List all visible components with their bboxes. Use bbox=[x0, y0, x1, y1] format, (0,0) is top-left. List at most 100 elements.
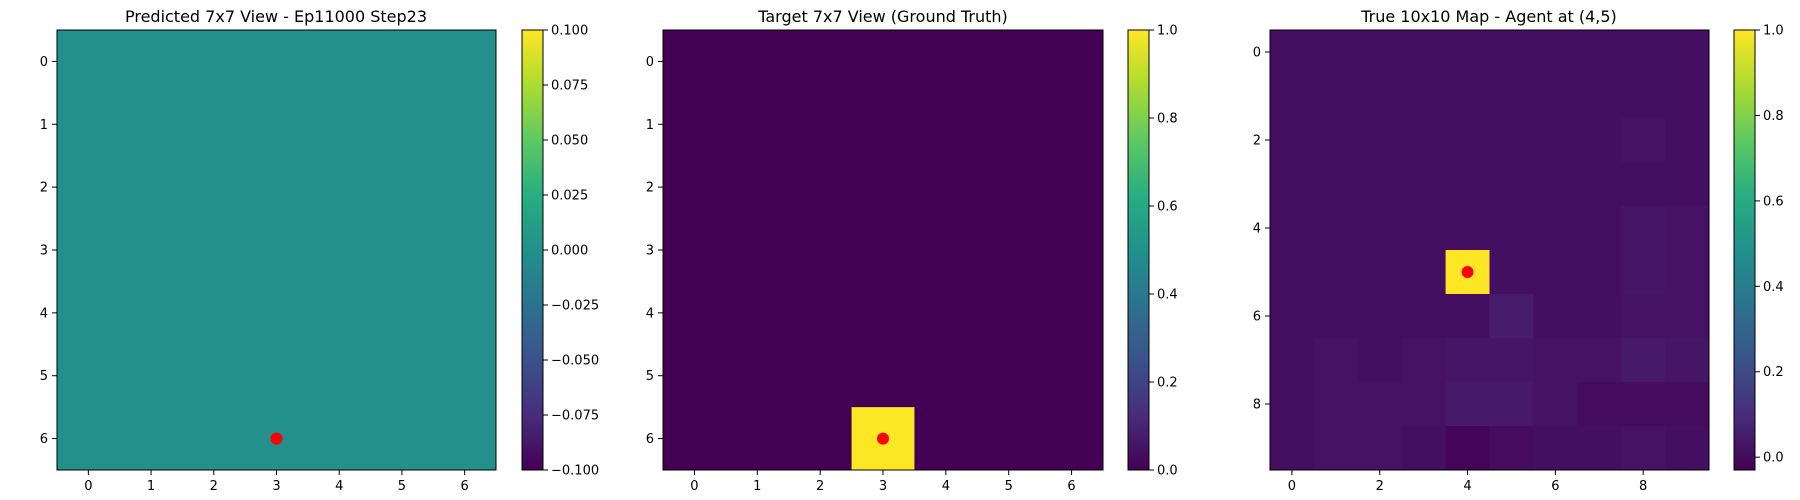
y-tick-label: 2 bbox=[1253, 134, 1261, 149]
heatmap-cell bbox=[57, 92, 121, 157]
colorbar-tick-label: −0.100 bbox=[551, 464, 599, 479]
heatmap-cell bbox=[1040, 30, 1104, 94]
heatmap-cell bbox=[1665, 206, 1710, 251]
heatmap-cell bbox=[914, 218, 978, 282]
heatmap-cell bbox=[725, 344, 790, 408]
heatmap-cell bbox=[851, 155, 915, 220]
heatmap-cell bbox=[851, 30, 915, 94]
x-tick-label: 0 bbox=[1288, 479, 1296, 494]
heatmap-cell bbox=[370, 407, 434, 471]
heatmap-cell bbox=[1577, 206, 1622, 251]
x-tick-label: 4 bbox=[942, 479, 950, 494]
heatmap-cell bbox=[914, 407, 978, 471]
heatmap-cell bbox=[1577, 162, 1622, 207]
x-tick-label: 5 bbox=[398, 479, 406, 494]
heatmap-cell bbox=[1489, 294, 1534, 339]
heatmap-cell bbox=[307, 155, 372, 220]
heatmap-cell bbox=[1577, 250, 1622, 295]
heatmap-cell bbox=[1577, 30, 1622, 75]
y-tick-label: 5 bbox=[40, 369, 48, 384]
heatmap-cell bbox=[851, 218, 915, 282]
x-axis-ticks: 0 1 2 3 4 5 6 bbox=[690, 470, 1076, 494]
heatmap-cell bbox=[1533, 206, 1578, 251]
heatmap-cell bbox=[1357, 74, 1403, 119]
heatmap-cell bbox=[1313, 338, 1359, 383]
x-tick-label: 2 bbox=[210, 479, 218, 494]
heatmap-cell bbox=[370, 92, 434, 157]
heatmap-cell bbox=[1577, 294, 1622, 339]
heatmap-cell bbox=[1489, 74, 1534, 119]
heatmap-cell bbox=[307, 218, 372, 282]
x-tick-label: 2 bbox=[816, 479, 824, 494]
heatmap-cell bbox=[851, 344, 915, 408]
y-tick-label: 1 bbox=[646, 118, 654, 133]
heatmap-cell bbox=[1270, 74, 1315, 119]
heatmap-cell bbox=[57, 281, 121, 345]
heatmap-cell bbox=[1270, 382, 1315, 427]
heatmap-cell bbox=[977, 92, 1041, 157]
y-tick-label: 6 bbox=[646, 432, 654, 447]
heatmap-cell bbox=[182, 155, 246, 220]
heatmap-cell bbox=[57, 218, 121, 282]
y-tick-label: 1 bbox=[40, 118, 48, 133]
heatmap-cell bbox=[182, 218, 246, 282]
heatmap-cell bbox=[1533, 74, 1578, 119]
colorbar-tick-label: −0.025 bbox=[551, 299, 599, 314]
heatmap-cell bbox=[663, 218, 727, 282]
heatmap-cell bbox=[1401, 250, 1447, 295]
heatmap-cell bbox=[370, 281, 434, 345]
heatmap-cell bbox=[182, 30, 246, 94]
y-tick-label: 3 bbox=[646, 244, 654, 259]
heatmap-cell bbox=[1489, 250, 1534, 295]
heatmap-cell bbox=[977, 218, 1041, 282]
heatmap-cell bbox=[1489, 30, 1534, 75]
heatmap-cell bbox=[1357, 426, 1403, 471]
heatmap-cell bbox=[1357, 30, 1403, 75]
heatmap-cell bbox=[1577, 382, 1622, 427]
heatmap-cell bbox=[1313, 30, 1359, 75]
heatmap-cell bbox=[788, 155, 853, 220]
heatmap-cell bbox=[1533, 250, 1578, 295]
heatmap-cell bbox=[1357, 338, 1403, 383]
heatmap-cell bbox=[1621, 74, 1666, 119]
heatmap-cells bbox=[57, 30, 497, 471]
heatmap-cell bbox=[1621, 338, 1666, 383]
heatmap-cell bbox=[851, 92, 915, 157]
heatmap-cell bbox=[1270, 250, 1315, 295]
heatmap-cell bbox=[914, 30, 978, 94]
heatmap-cell bbox=[245, 281, 309, 345]
heatmap-cell bbox=[370, 344, 434, 408]
colorbar-tick-label: 0.0 bbox=[1763, 451, 1784, 466]
heatmap-cell bbox=[1313, 206, 1359, 251]
heatmap-cell bbox=[57, 30, 121, 94]
colorbar-tick-label: 1.0 bbox=[1157, 24, 1178, 39]
heatmap-cell bbox=[1401, 30, 1447, 75]
heatmap-cell bbox=[119, 407, 183, 471]
x-tick-label: 3 bbox=[272, 479, 280, 494]
heatmap-cell bbox=[1665, 118, 1710, 163]
heatmap-cell bbox=[1533, 426, 1578, 471]
heatmap-cell bbox=[1445, 426, 1490, 471]
heatmap-cell bbox=[245, 218, 309, 282]
heatmap-cell bbox=[977, 281, 1041, 345]
heatmap-cell bbox=[1621, 30, 1666, 75]
heatmap-cell bbox=[119, 281, 183, 345]
heatmap-cell bbox=[307, 92, 372, 157]
panel-predicted-view: Predicted 7x7 View - Ep11000 Step23 0 1 2 3… bbox=[40, 7, 599, 494]
heatmap-cell bbox=[1489, 118, 1534, 163]
heatmap-cell bbox=[663, 92, 727, 157]
heatmap-cell bbox=[433, 407, 497, 471]
heatmap-cell bbox=[1489, 338, 1534, 383]
heatmap-cell bbox=[119, 218, 183, 282]
heatmap-cell bbox=[1445, 382, 1490, 427]
heatmap-cell bbox=[1621, 294, 1666, 339]
heatmap-cell bbox=[788, 218, 853, 282]
heatmap-cell bbox=[725, 30, 790, 94]
y-tick-label: 6 bbox=[40, 432, 48, 447]
heatmap-cell bbox=[914, 344, 978, 408]
heatmap-cell bbox=[1270, 206, 1315, 251]
heatmap-cell bbox=[57, 155, 121, 220]
panel-title: Target 7x7 View (Ground Truth) bbox=[757, 7, 1008, 26]
heatmap-cell bbox=[1665, 338, 1710, 383]
